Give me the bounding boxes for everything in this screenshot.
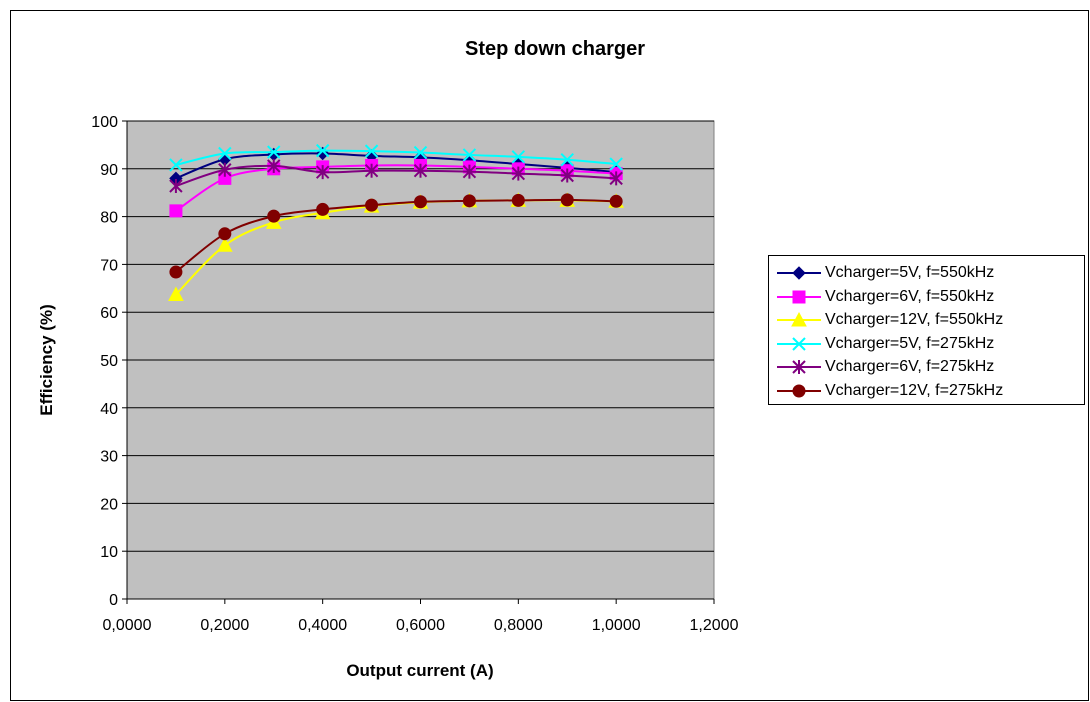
data-point bbox=[462, 148, 477, 162]
legend-marker-icon bbox=[792, 360, 806, 374]
legend: Vcharger=5V, f=550kHz Vcharger=6V, f=550k… bbox=[768, 255, 1085, 405]
x-tick-label: 1,0000 bbox=[592, 617, 641, 634]
series-5 bbox=[169, 158, 623, 194]
data-point bbox=[462, 194, 476, 208]
legend-label: Vcharger=5V, f=275kHz bbox=[825, 334, 995, 352]
legend-marker-shape bbox=[792, 384, 806, 397]
x-tick-label: 1,2000 bbox=[690, 617, 739, 634]
data-point bbox=[315, 165, 330, 180]
data-point bbox=[168, 286, 184, 302]
y-tick-label: 0 bbox=[109, 592, 118, 609]
chart-title: Step down charger bbox=[465, 38, 645, 60]
data-point bbox=[560, 168, 574, 183]
series-4 bbox=[169, 143, 623, 172]
y-tick-label: 70 bbox=[100, 257, 118, 274]
data-point bbox=[169, 204, 183, 218]
legend-marker-shape bbox=[792, 360, 806, 374]
legend-label: Vcharger=12V, f=550kHz bbox=[825, 311, 1004, 328]
data-point bbox=[511, 150, 526, 164]
series-line bbox=[175, 164, 617, 187]
legend-label: Vcharger=6V, f=550kHz bbox=[825, 287, 995, 305]
series-line bbox=[175, 149, 617, 166]
data-point bbox=[511, 193, 525, 207]
legend-entry: Vcharger=5V, f=550kHz bbox=[769, 262, 1084, 284]
y-tick-label: 20 bbox=[100, 496, 118, 513]
data-point bbox=[413, 163, 428, 178]
data-point bbox=[413, 145, 428, 160]
x-tick-label: 0,6000 bbox=[396, 617, 445, 634]
x-tick-label: 0,8000 bbox=[494, 617, 543, 634]
y-tick-label: 50 bbox=[100, 353, 118, 370]
legend-label: Vcharger=5V, f=550kHz bbox=[825, 264, 995, 281]
legend-marker-shape bbox=[791, 311, 807, 327]
y-tick-label: 60 bbox=[100, 305, 118, 322]
x-tick-label: 0,0000 bbox=[103, 617, 152, 634]
data-point bbox=[364, 163, 379, 178]
data-point bbox=[316, 202, 330, 216]
data-point bbox=[267, 158, 281, 173]
data-point bbox=[364, 144, 379, 158]
data-point bbox=[560, 193, 574, 207]
series-line bbox=[175, 152, 617, 180]
data-point bbox=[216, 237, 233, 252]
data-point bbox=[169, 179, 183, 194]
data-point bbox=[267, 209, 281, 223]
legend-marker-icon bbox=[792, 336, 806, 351]
y-tick-label: 30 bbox=[100, 449, 118, 466]
legend-entry: Vcharger=6V, f=275kHz bbox=[769, 356, 1084, 378]
data-point bbox=[609, 171, 623, 186]
legend-marker-shape bbox=[792, 290, 806, 303]
data-point bbox=[365, 198, 379, 212]
y-axis-label: Efficiency (%) bbox=[37, 304, 56, 415]
data-point bbox=[218, 146, 232, 161]
y-tick-label: 100 bbox=[91, 114, 118, 131]
series-6 bbox=[169, 193, 623, 279]
legend-entry: Vcharger=12V, f=550kHz bbox=[769, 309, 1084, 331]
x-tick-label: 0,2000 bbox=[200, 617, 249, 634]
legend-entry: Vcharger=12V, f=275kHz bbox=[769, 380, 1084, 402]
x-axis-label: Output current (A) bbox=[346, 661, 493, 680]
y-tick-label: 90 bbox=[100, 162, 118, 179]
data-point bbox=[267, 145, 281, 159]
data-point bbox=[218, 227, 232, 241]
data-point bbox=[560, 153, 574, 167]
series-line bbox=[175, 164, 617, 212]
y-tick-label: 10 bbox=[100, 544, 118, 561]
data-point bbox=[169, 158, 183, 172]
x-tick-label: 0,4000 bbox=[298, 617, 347, 634]
data-point bbox=[609, 157, 623, 171]
legend-marker-icon bbox=[792, 266, 806, 280]
legend-marker-shape bbox=[792, 266, 806, 280]
legend-marker-icon bbox=[792, 290, 806, 303]
series-line bbox=[175, 198, 617, 273]
data-point bbox=[609, 194, 623, 208]
legend-entry: Vcharger=5V, f=275kHz bbox=[769, 333, 1084, 355]
legend-entry: Vcharger=6V, f=550kHz bbox=[769, 286, 1084, 308]
legend-label: Vcharger=12V, f=275kHz bbox=[825, 381, 1004, 399]
legend-label: Vcharger=6V, f=275kHz bbox=[825, 358, 995, 375]
legend-marker-shape bbox=[792, 336, 806, 351]
legend-marker-icon bbox=[792, 384, 806, 397]
data-point bbox=[414, 195, 427, 209]
legend-marker-icon bbox=[791, 311, 807, 327]
data-point bbox=[169, 265, 183, 279]
data-point bbox=[462, 164, 477, 179]
data-point bbox=[511, 166, 526, 181]
y-tick-label: 80 bbox=[100, 210, 118, 227]
data-point bbox=[218, 162, 232, 177]
y-tick-label: 40 bbox=[100, 401, 118, 418]
data-point bbox=[315, 143, 330, 158]
